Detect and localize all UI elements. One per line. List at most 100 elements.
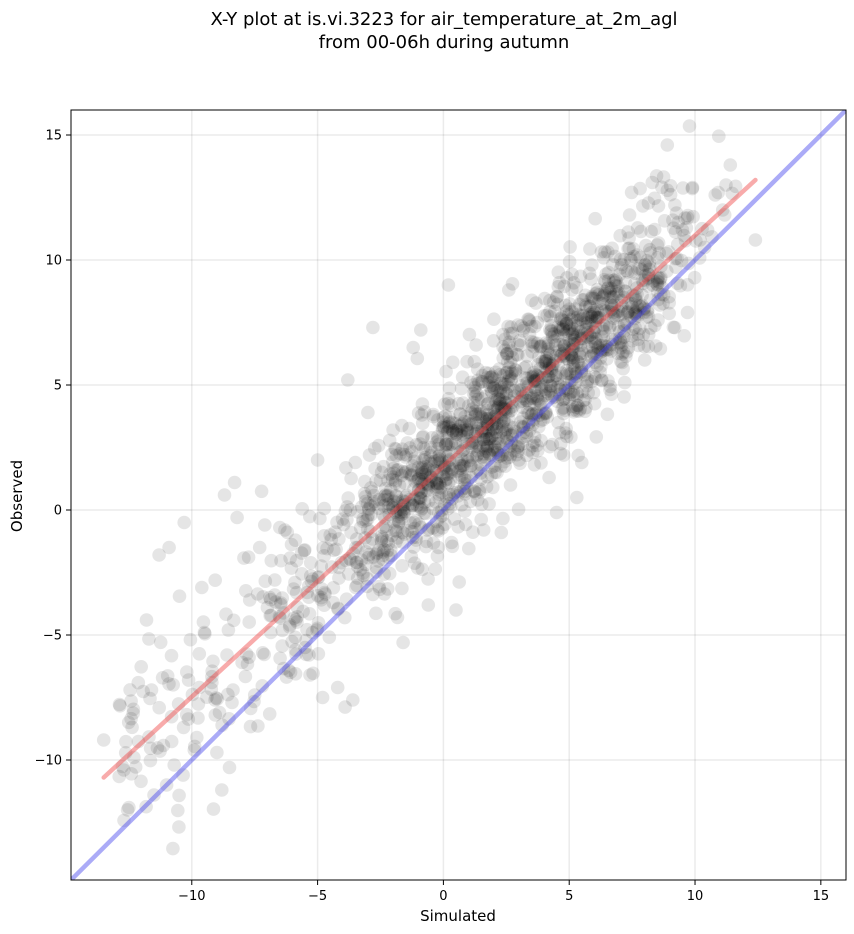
scatter-point <box>558 298 573 313</box>
scatter-point <box>441 476 456 490</box>
scatter-point <box>376 552 390 567</box>
scatter-point <box>586 324 601 339</box>
scatter-point <box>394 511 409 526</box>
scatter-point <box>453 463 467 478</box>
scatter-point <box>396 504 411 519</box>
scatter-point <box>622 231 636 245</box>
scatter-point <box>641 196 656 210</box>
scatter-point <box>541 370 556 384</box>
scatter-point <box>434 485 449 500</box>
scatter-point <box>427 463 441 478</box>
scatter-point <box>538 371 553 385</box>
scatter-point <box>474 404 488 419</box>
scatter-point <box>532 420 546 434</box>
scatter-point <box>554 366 569 380</box>
scatter-point <box>468 427 483 441</box>
scatter-point <box>640 305 655 319</box>
scatter-point <box>566 387 581 402</box>
scatter-point <box>394 505 408 520</box>
scatter-point <box>372 501 386 516</box>
scatter-point <box>378 511 392 525</box>
scatter-point <box>417 495 432 510</box>
scatter-point <box>643 260 657 274</box>
scatter-point <box>487 416 502 431</box>
scatter-point <box>443 415 458 429</box>
scatter-point <box>596 250 611 265</box>
scatter-point <box>222 712 236 726</box>
scatter-point <box>641 271 656 285</box>
scatter-point <box>604 281 618 296</box>
scatter-point <box>552 275 567 290</box>
scatter-point <box>441 419 456 434</box>
scatter-point <box>529 296 543 310</box>
scatter-point <box>322 630 337 644</box>
scatter-point <box>522 397 537 412</box>
scatter-point <box>549 368 563 383</box>
scatter-point <box>595 344 610 358</box>
scatter-point <box>480 469 495 484</box>
scatter-point <box>295 567 309 581</box>
scatter-point <box>152 700 166 715</box>
scatter-point <box>403 516 418 530</box>
scatter-point <box>176 720 191 735</box>
scatter-point <box>346 693 360 707</box>
scatter-point <box>525 338 540 352</box>
scatter-point <box>240 657 255 671</box>
scatter-point <box>550 289 564 304</box>
scatter-point <box>485 423 500 437</box>
scatter-point <box>588 306 602 320</box>
scatter-point <box>457 423 471 437</box>
scatter-point <box>144 683 159 697</box>
scatter-point <box>487 380 501 395</box>
scatter-point <box>299 633 313 648</box>
scatter-point <box>317 549 332 563</box>
scatter-point <box>580 375 595 389</box>
scatter-point <box>552 387 567 402</box>
scatter-point <box>484 429 499 444</box>
scatter-point <box>498 459 512 474</box>
scatter-point <box>396 502 411 517</box>
scatter-point <box>588 314 603 328</box>
scatter-point <box>273 597 288 612</box>
scatter-point <box>612 286 626 301</box>
scatter-point <box>417 405 432 419</box>
scatter-point <box>556 400 571 415</box>
scatter-point <box>475 450 489 464</box>
scatter-point <box>551 265 566 280</box>
scatter-point <box>474 512 489 527</box>
scatter-point <box>555 310 569 324</box>
scatter-point <box>373 473 388 487</box>
scatter-point <box>524 408 539 423</box>
scatter-point <box>467 435 481 450</box>
x-tick-label: 0 <box>439 889 447 904</box>
scatter-point <box>600 340 614 354</box>
scatter-point <box>415 465 429 479</box>
scatter-point <box>537 354 552 369</box>
scatter-point <box>399 488 414 503</box>
scatter-point <box>579 319 594 334</box>
scatter-point <box>570 336 584 351</box>
scatter-point <box>538 353 553 368</box>
chart-title: X-Y plot at is.vi.3223 for air_temperatu… <box>210 9 677 30</box>
scatter-point <box>558 391 572 406</box>
scatter-point <box>486 334 501 348</box>
scatter-point <box>608 309 622 323</box>
scatter-point <box>478 365 493 380</box>
scatter-point <box>530 443 545 458</box>
scatter-point <box>460 423 474 438</box>
scatter-point <box>636 276 651 291</box>
scatter-point <box>633 181 647 196</box>
scatter-point <box>452 419 466 434</box>
scatter-point <box>283 551 297 565</box>
scatter-point <box>503 355 518 370</box>
scatter-point <box>499 431 514 445</box>
scatter-point <box>468 429 483 444</box>
scatter-point <box>476 425 490 440</box>
scatter-point <box>511 348 525 362</box>
scatter-point <box>530 392 545 406</box>
scatter-point <box>369 606 383 621</box>
scatter-point <box>386 470 400 485</box>
scatter-point <box>461 454 475 469</box>
scatter-point <box>264 553 279 568</box>
scatter-point <box>371 554 386 568</box>
